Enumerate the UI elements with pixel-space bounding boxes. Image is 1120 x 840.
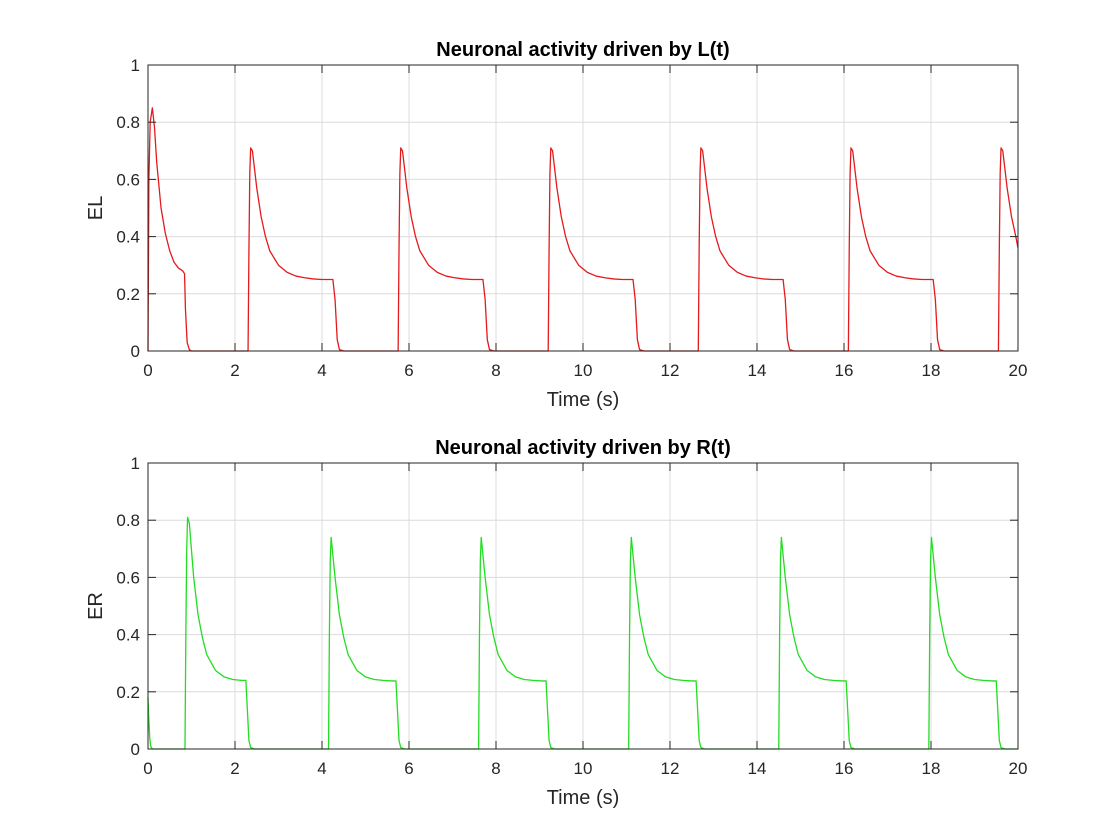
y-tick-label: 0.6 (116, 568, 140, 587)
y-axis-label: ER (85, 592, 107, 620)
x-tick-label: 20 (1009, 759, 1028, 778)
series-line-1 (147, 107, 1019, 352)
x-tick-label: 6 (404, 759, 413, 778)
x-tick-label: 6 (404, 361, 413, 380)
x-tick-label: 10 (574, 361, 593, 380)
chart-title: Neuronal activity driven by R(t) (435, 437, 731, 459)
x-tick-label: 10 (574, 759, 593, 778)
chart-panel-2: 0 2 4 6 8 10 12 14 16 18 20 0 0.2 0.4 0.6 0.8 1 Neuronal … (85, 437, 1027, 809)
x-tick-label: 2 (230, 361, 239, 380)
x-tick-label: 16 (835, 361, 854, 380)
y-axis-label: EL (85, 196, 107, 220)
x-tick-label: 14 (748, 361, 767, 380)
x-tick-label: 18 (922, 759, 941, 778)
y-tick-label: 0.4 (116, 228, 140, 247)
chart-panel-1: 0 2 4 6 8 10 12 14 16 18 20 0 0.2 0.4 0.6 0.8 1 Neuronal … (85, 39, 1027, 411)
x-tick-label: 4 (317, 361, 326, 380)
y-tick-label: 1 (131, 454, 140, 473)
y-tick-label: 0.2 (116, 285, 140, 304)
y-tick-label: 1 (131, 56, 140, 75)
y-tick-label: 0.6 (116, 170, 140, 189)
x-tick-label: 14 (748, 759, 767, 778)
x-tick-label: 8 (491, 759, 500, 778)
x-tick-label: 20 (1009, 361, 1028, 380)
x-axis-label: Time (s) (547, 787, 620, 809)
y-tick-label: 0.8 (116, 113, 140, 132)
x-tick-label: 18 (922, 361, 941, 380)
x-tick-label: 0 (143, 759, 152, 778)
x-tick-label: 2 (230, 759, 239, 778)
chart-title: Neuronal activity driven by L(t) (436, 39, 729, 61)
x-tick-label: 12 (661, 759, 680, 778)
y-tick-label: 0.2 (116, 683, 140, 702)
x-tick-label: 8 (491, 361, 500, 380)
x-tick-label: 4 (317, 759, 326, 778)
x-axis-label: Time (s) (547, 389, 620, 411)
x-tick-label: 0 (143, 361, 152, 380)
x-tick-label: 16 (835, 759, 854, 778)
x-tick-label: 12 (661, 361, 680, 380)
y-tick-label: 0 (131, 342, 140, 361)
y-tick-label: 0.4 (116, 626, 140, 645)
y-tick-label: 0.8 (116, 511, 140, 530)
y-tick-label: 0 (131, 740, 140, 759)
